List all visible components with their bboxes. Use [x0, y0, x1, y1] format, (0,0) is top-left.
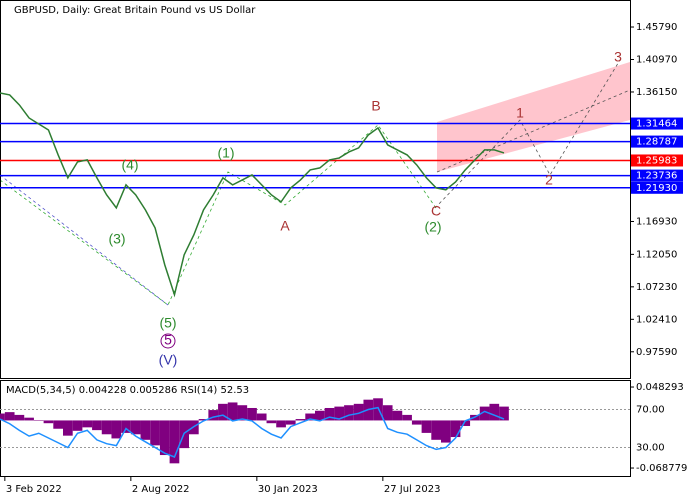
level-label: 1.21930 [636, 183, 677, 194]
macd-bar [266, 420, 277, 424]
rsi-line [0, 406, 505, 458]
macd-bar [33, 420, 44, 421]
wave-label: (3) [108, 231, 125, 247]
wave-label: (5) [159, 315, 176, 331]
macd-bar [101, 420, 112, 435]
indicator-panel [0, 380, 631, 477]
x-tick-label: 2 Aug 2022 [132, 484, 190, 495]
projection [436, 89, 631, 173]
wave-label: C [431, 203, 441, 219]
macd-bar [305, 413, 315, 421]
wave-label: (4) [121, 157, 138, 173]
wave-label: B [371, 98, 380, 114]
macd-bar [344, 405, 354, 421]
y-tick-label: -0.068779 [636, 463, 687, 474]
macd-bar [324, 407, 335, 421]
level-label-box [631, 154, 683, 167]
macd-bar [0, 413, 5, 421]
macd-bar [227, 402, 238, 421]
x-tick-label: 3 Feb 2022 [6, 484, 62, 495]
wave-label: 3 [614, 49, 622, 65]
macd-bar [4, 412, 15, 421]
macd-bar [489, 403, 500, 421]
macd-bar [150, 420, 160, 446]
price-line [0, 92, 505, 298]
macd-bar [43, 420, 54, 424]
channel [437, 62, 630, 172]
x-tick-label: 27 Jul 2023 [384, 484, 441, 495]
macd-bar [276, 420, 286, 428]
level-label-box [631, 135, 683, 148]
macd-bar [208, 410, 219, 421]
y2-tick-label: 70.00 [636, 405, 665, 416]
macd-bar [247, 407, 257, 421]
macd-bar [24, 417, 34, 421]
macd-bar [450, 420, 461, 438]
macd-bar [421, 420, 432, 433]
wave-label: (1) [217, 145, 234, 161]
x-tick-label: 30 Jan 2023 [258, 484, 318, 495]
y-tick-label: 1.36150 [636, 87, 677, 98]
macd-bar [159, 420, 170, 456]
macd-bar [285, 420, 296, 425]
macd-bar [237, 405, 248, 421]
macd-bar [14, 414, 25, 421]
projection [434, 59, 621, 209]
wave-label: (2) [424, 219, 441, 235]
level-label: 1.28787 [636, 137, 677, 148]
y-tick-label: 1.07230 [636, 282, 677, 293]
macd-bar [402, 414, 412, 421]
y-tick-label: 1.02410 [636, 314, 677, 325]
macd-bar [92, 420, 102, 431]
wave-path [0, 124, 437, 306]
macd-bar [295, 419, 306, 421]
level-label-box [631, 181, 683, 194]
wave-label: 5 [164, 332, 172, 348]
wave-label: 2 [545, 172, 553, 188]
indicator-title: MACD(5,34,5) 0.004228 0.005286 RSI(14) 5… [6, 385, 249, 396]
wave-circle [160, 333, 176, 349]
macd-bar [121, 420, 131, 433]
macd-bar [499, 406, 509, 421]
macd-bar [411, 420, 422, 425]
macd-bar [169, 420, 180, 464]
macd-bar [479, 406, 490, 421]
macd-bar [63, 420, 73, 436]
macd-bar [198, 419, 209, 421]
macd-bar [218, 403, 228, 421]
wave-label: 1 [516, 105, 524, 121]
level-label-box [631, 169, 683, 182]
macd-bar [441, 420, 451, 443]
y-tick-label: 0.97590 [636, 347, 677, 358]
y-tick-label: 1.16930 [636, 216, 677, 227]
macd-bar [140, 420, 151, 440]
y-tick-label: 1.40970 [636, 54, 677, 65]
wave-label: A [280, 218, 290, 234]
macd-bar [392, 410, 403, 421]
macd-bar [353, 403, 364, 421]
y2-tick-label: 30.00 [636, 443, 665, 454]
macd-bar [460, 420, 471, 426]
level-label: 1.31464 [636, 119, 677, 130]
wave-label: (V) [159, 352, 178, 368]
y-tick-label: 0.048293 [636, 382, 684, 393]
macd-bar [53, 420, 63, 429]
level-label: 1.23736 [636, 171, 677, 182]
macd-bar [382, 405, 393, 421]
level-label-box [631, 117, 683, 130]
macd-bar [72, 420, 83, 431]
chart-title: GBPUSD, Daily: Great Britain Pound vs US… [14, 5, 256, 16]
macd-bar [256, 413, 267, 421]
macd-bar [431, 420, 441, 440]
level-label: 1.25983 [636, 155, 677, 166]
y-tick-label: 1.12050 [636, 249, 677, 260]
macd-bar [334, 406, 345, 421]
macd-bar [111, 420, 122, 439]
macd-bar [315, 410, 325, 421]
y-tick-label: 1.45790 [636, 22, 677, 33]
macd-bar [130, 420, 141, 435]
macd-bar [82, 420, 93, 428]
price-panel [0, 0, 631, 379]
